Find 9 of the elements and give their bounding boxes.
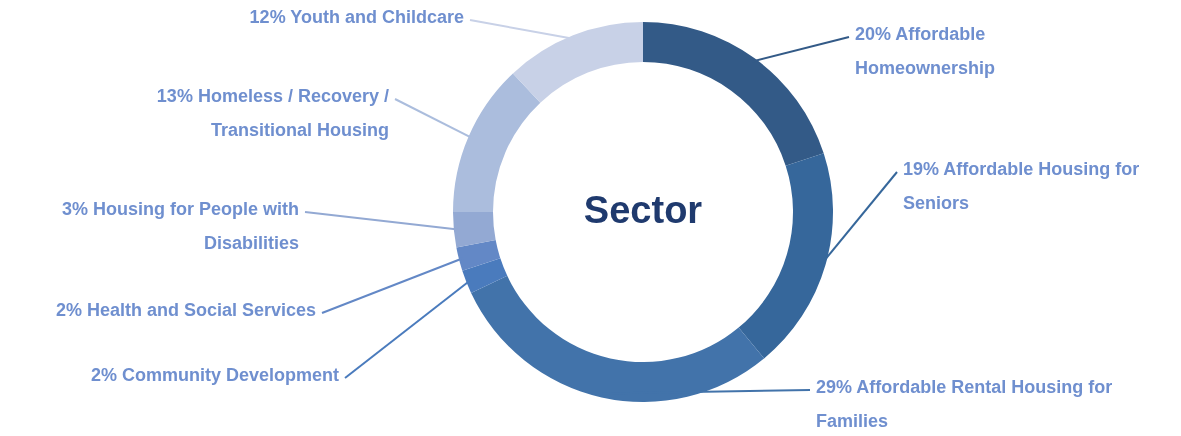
- slice-label: 29% Affordable Rental Housing for Families: [816, 377, 1113, 431]
- slice-label: 20% Affordable Homeownership: [855, 24, 996, 78]
- slice-label: 2% Health and Social Services: [55, 300, 316, 320]
- slice-label: 2% Community Development: [90, 365, 339, 385]
- slice-label: 13% Homeless / Recovery / Transitional Housing: [156, 86, 389, 140]
- slice-label: 3% Housing for People with Disabilities: [61, 199, 299, 253]
- slice-label: 12% Youth and Childcare: [249, 7, 464, 27]
- text: Sector: [583, 189, 703, 231]
- slice-label: 19% Affordable Housing for Seniors: [903, 159, 1140, 213]
